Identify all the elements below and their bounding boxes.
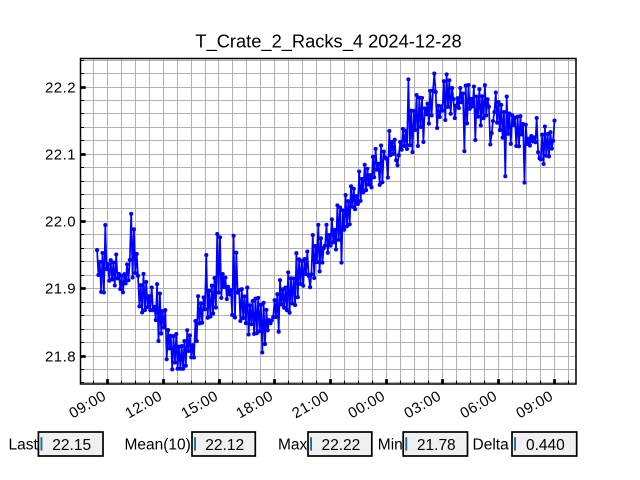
svg-text:21.8: 21.8 bbox=[45, 349, 76, 366]
svg-text:22.1: 22.1 bbox=[45, 147, 76, 164]
svg-text:22.12: 22.12 bbox=[205, 437, 244, 454]
svg-text:Mean(10): Mean(10) bbox=[125, 436, 191, 453]
svg-text:Delta: Delta bbox=[473, 436, 510, 453]
svg-text:22.22: 22.22 bbox=[322, 437, 361, 454]
svg-text:Max: Max bbox=[278, 436, 308, 453]
svg-text:22.2: 22.2 bbox=[45, 80, 76, 97]
svg-text:21.9: 21.9 bbox=[45, 281, 76, 298]
svg-text:Min: Min bbox=[378, 436, 403, 453]
svg-text:22.0: 22.0 bbox=[45, 214, 76, 231]
svg-text:21.78: 21.78 bbox=[417, 437, 456, 454]
svg-text:0.440: 0.440 bbox=[526, 437, 565, 454]
svg-text:Last: Last bbox=[9, 436, 39, 453]
svg-text:T_Crate_2_Racks_4 2024-12-28: T_Crate_2_Racks_4 2024-12-28 bbox=[195, 31, 461, 53]
svg-text:22.15: 22.15 bbox=[52, 437, 91, 454]
